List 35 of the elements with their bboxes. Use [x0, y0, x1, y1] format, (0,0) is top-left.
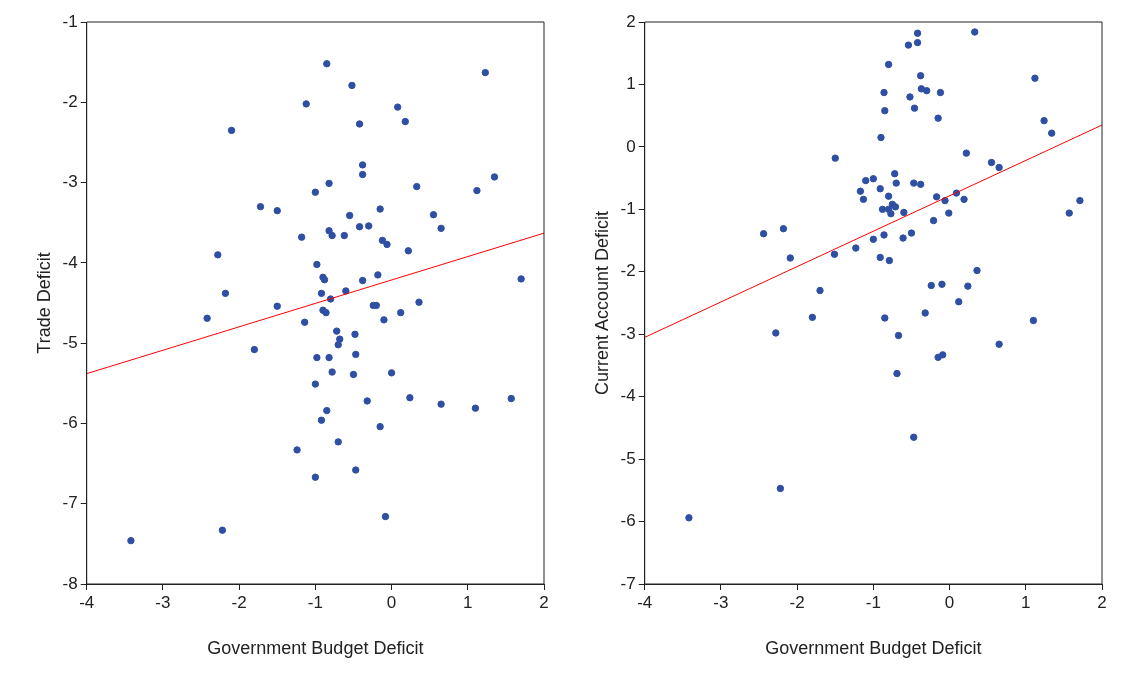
x-tick-label: 2 [539, 592, 549, 612]
x-tick-label: -3 [155, 592, 171, 612]
y-tick-label: 0 [626, 136, 636, 156]
y-tick-label: -7 [62, 493, 78, 513]
y-tick-label: -4 [62, 252, 78, 272]
y-tick-label: -5 [62, 332, 78, 352]
y-tick-label: -3 [620, 323, 636, 343]
x-tick-label: 0 [944, 592, 955, 612]
x-tick-label: -3 [713, 592, 729, 612]
y-tick-label: -5 [620, 448, 636, 468]
x-tick-label: -1 [307, 592, 323, 612]
x-tick-label: -2 [231, 592, 247, 612]
x-tick-label: 1 [1021, 592, 1031, 612]
y-tick-label: -1 [62, 11, 78, 31]
x-tick-label: -2 [789, 592, 805, 612]
y-tick-label: -4 [620, 386, 636, 406]
y-tick-label: -6 [620, 511, 636, 531]
x-tick-label: 2 [1097, 592, 1107, 612]
x-axis-title: Government Budget Deficit [207, 638, 424, 659]
x-axis-title: Government Budget Deficit [765, 638, 982, 659]
x-tick-label: 0 [386, 592, 397, 612]
y-tick-label: -6 [62, 413, 78, 433]
x-tick-label: -1 [865, 592, 881, 612]
y-tick-label: -2 [620, 261, 636, 281]
y-axis-title: Current Account Deficit [591, 210, 612, 396]
y-tick-label: -7 [620, 573, 636, 593]
x-tick-label: 1 [463, 592, 473, 612]
y-tick-label: -2 [62, 91, 78, 111]
x-tick-label: -4 [79, 592, 95, 612]
y-tick-label: 2 [626, 11, 636, 31]
y-axis-title: Trade Deficit [33, 252, 54, 354]
y-tick-label: 1 [626, 74, 636, 94]
y-tick-label: -1 [620, 199, 636, 219]
y-tick-label: -8 [62, 573, 78, 593]
y-tick-label: -3 [62, 172, 78, 192]
